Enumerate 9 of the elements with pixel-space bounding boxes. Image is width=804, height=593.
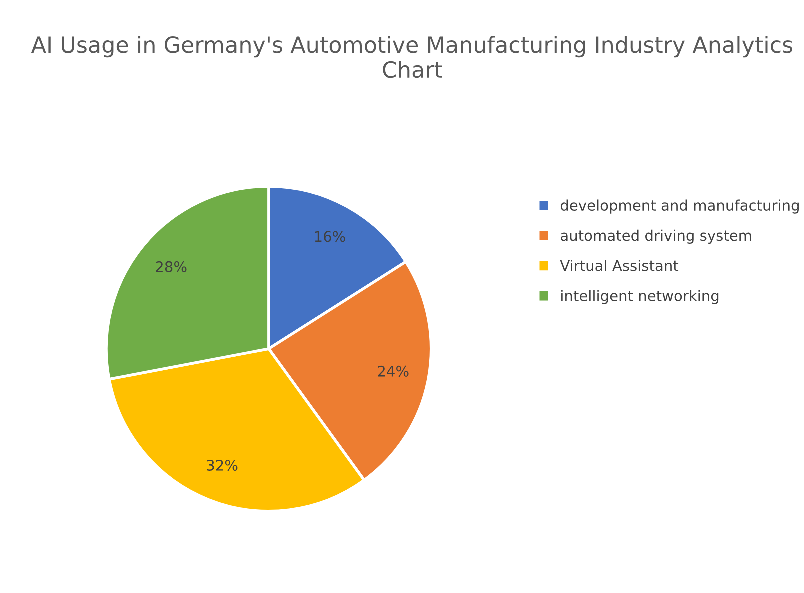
data-label: 16% <box>315 231 346 242</box>
legend-label: Virtual Assistant <box>560 260 679 272</box>
legend-label: development and manufacturing <box>560 200 799 214</box>
data-label: 28% <box>156 261 187 272</box>
legend-label: automated driving system <box>561 230 752 244</box>
chart-title: AI Usage in Germany's Automotive Manufacturing Industry Analytics Chart <box>31 36 793 78</box>
legend-label: intelligent networking <box>562 290 719 304</box>
data-label: 24% <box>378 366 409 377</box>
data-label: 32% <box>207 460 238 471</box>
